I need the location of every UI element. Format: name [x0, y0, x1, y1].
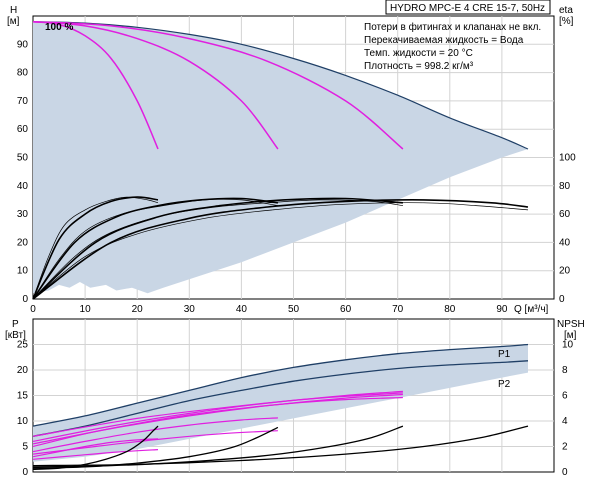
head-tick-label: 80	[17, 68, 29, 79]
flow-tick-label: 50	[288, 304, 300, 315]
head-chart: 0 10 20 30 40 50 60 70 80 90 0 10 20 30 40 50 60 70 80 90 0 2…	[7, 0, 576, 315]
efficiency-curve	[32, 197, 403, 300]
power-curve-p2	[32, 360, 529, 437]
npsh-axis-unit: [м]	[564, 330, 577, 341]
power-curve-p1	[32, 343, 529, 427]
eta-tick-label: 0	[559, 294, 565, 305]
power-speed-curve	[32, 390, 403, 442]
head-tick-label: 30	[17, 209, 29, 220]
head-speed-curve	[32, 20, 279, 150]
head-tick-labels: 0 10 20 30 40 50 60 70 80 90 0 10 20 30 40 50 60 70 80 90 0 2…	[17, 39, 576, 315]
power-tick-label: 5	[22, 442, 28, 453]
head-tick-label: 90	[17, 39, 29, 50]
power-tick-label: 10	[17, 416, 29, 427]
chart-title: HYDRO MPC-E 4 CRE 15-7, 50Hz	[390, 3, 545, 14]
eta-tick-label: 40	[559, 237, 571, 248]
label-100-percent: 100 %	[45, 22, 73, 33]
note-temperature: Темп. жидкости = 20 °C	[364, 48, 473, 59]
head-axis-label: H	[10, 5, 17, 16]
flow-tick-label: 70	[392, 304, 404, 315]
efficiency-curve	[32, 196, 159, 300]
power-axis-unit: [кВт]	[5, 330, 26, 341]
power-speed-curve	[32, 438, 159, 458]
flow-tick-label: 20	[132, 304, 144, 315]
note-density: Плотность = 998.2 кг/м³	[364, 61, 474, 72]
power-tick-label: 0	[22, 467, 28, 478]
flow-axis-label: Q [м³/ч]	[514, 304, 549, 315]
npsh-tick-label: 4	[562, 416, 568, 427]
flow-tick-label: 10	[80, 304, 92, 315]
flow-tick-label: 60	[340, 304, 352, 315]
head-envelope-edge	[32, 21, 529, 150]
npsh-curve	[32, 425, 529, 467]
eta-tick-label: 20	[559, 266, 571, 277]
efficiency-curve	[32, 197, 278, 300]
eta-tick-label: 80	[559, 181, 571, 192]
power-speed-curve	[32, 430, 278, 455]
power-speed-curve	[32, 449, 159, 460]
npsh-curves	[32, 425, 529, 471]
head-speed-curve	[32, 20, 404, 150]
efficiency-curves	[32, 196, 529, 300]
series-label-p1: P1	[498, 349, 511, 360]
head-tick-label: 70	[17, 96, 29, 107]
npsh-curve	[32, 426, 279, 469]
head-speed-curve	[32, 20, 159, 150]
flow-tick-label: 40	[236, 304, 248, 315]
flow-tick-label: 80	[444, 304, 456, 315]
note-fittings: Потери в фитингах и клапанах не вкл.	[364, 21, 541, 33]
power-envelope-area	[33, 344, 528, 462]
head-tick-label: 60	[17, 124, 29, 135]
flow-tick-label: 90	[496, 304, 508, 315]
head-speed-curves	[32, 20, 404, 150]
eta-tick-label: 60	[559, 209, 571, 220]
power-tick-label: 20	[17, 365, 29, 376]
power-speed-curve	[32, 393, 403, 445]
npsh-tick-label: 2	[562, 442, 568, 453]
power-axis-label: P	[12, 319, 19, 330]
eta-axis-unit: [%]	[559, 16, 574, 27]
power-speed-curve	[32, 392, 403, 437]
npsh-tick-label: 8	[562, 365, 568, 376]
power-tick-label: 25	[17, 340, 29, 351]
flow-tick-label: 30	[184, 304, 196, 315]
power-curves	[32, 343, 529, 460]
npsh-tick-label: 10	[562, 340, 574, 351]
head-tick-label: 10	[17, 266, 29, 277]
legend-notes: Потери в фитингах и клапанах не вкл. Пер…	[364, 21, 541, 72]
power-speed-curve	[32, 417, 278, 453]
npsh-tick-label: 0	[562, 467, 568, 478]
head-tick-label: 50	[17, 153, 29, 164]
power-envelope	[33, 344, 528, 462]
note-liquid: Перекачиваемая жидкость = Вода	[364, 35, 524, 46]
head-tick-label: 20	[17, 237, 29, 248]
title-box	[385, 0, 551, 15]
npsh-axis-label: NPSH	[557, 319, 585, 330]
power-tick-labels: 0 5 10 15 20 25 0 2 4 6 8 10	[17, 340, 574, 479]
eta-axis-label: eta	[559, 5, 573, 16]
head-tick-label: 40	[17, 181, 29, 192]
efficiency-curve	[32, 196, 159, 300]
flow-tick-label: 0	[30, 304, 36, 315]
series-label-p2: P2	[498, 379, 511, 390]
power-tick-label: 15	[17, 391, 29, 402]
efficiency-curve	[32, 199, 529, 300]
head-tick-label: 0	[22, 294, 28, 305]
npsh-tick-label: 6	[562, 391, 568, 402]
npsh-curve	[32, 425, 404, 468]
power-chart: 0 5 10 15 20 25 0 2 4 6 8 10 P [кВт] NPSH [м] P1 P2	[5, 318, 585, 479]
head-axis-unit: [м]	[7, 16, 20, 27]
eta-tick-label: 100	[559, 153, 576, 164]
